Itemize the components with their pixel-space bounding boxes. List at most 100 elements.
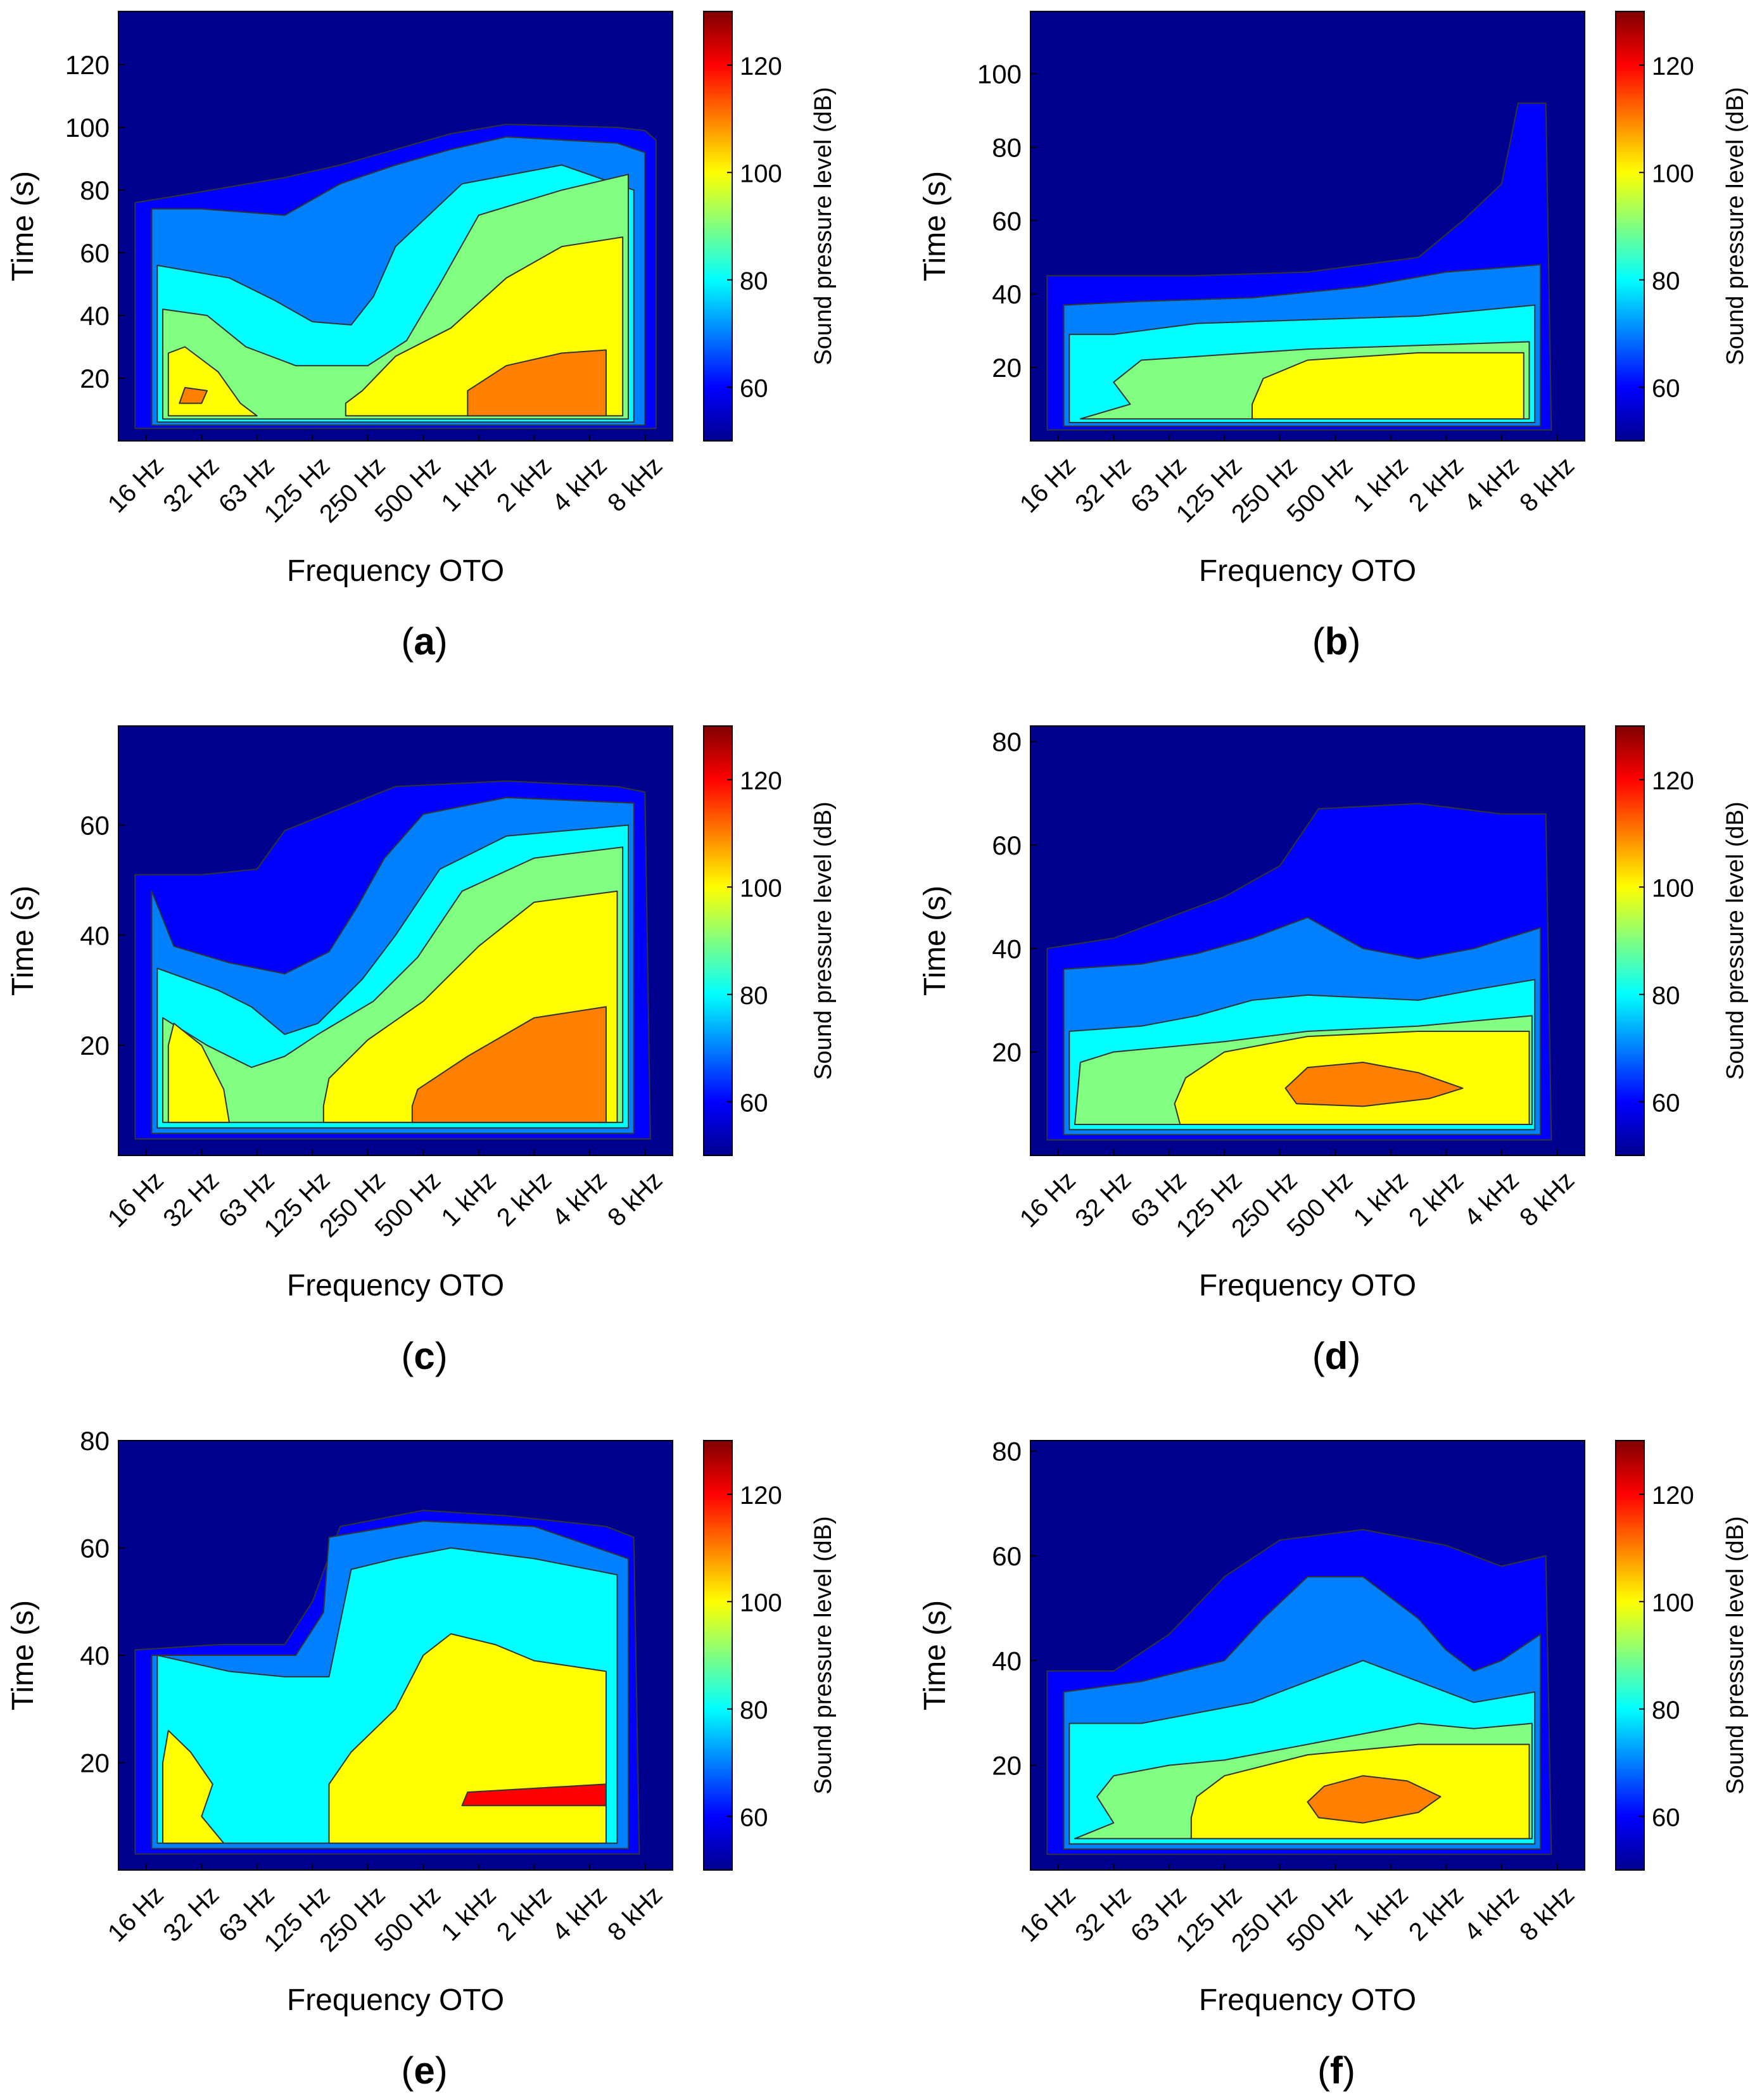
x-tick-label: 16 Hz xyxy=(103,1881,169,1947)
x-tick-label: 4 kHz xyxy=(1459,1881,1524,1946)
x-tick-label: 16 Hz xyxy=(103,452,169,518)
x-tick-label: 4 kHz xyxy=(547,1166,612,1231)
y-tick-label: 40 xyxy=(80,1641,110,1670)
y-tick-label: 20 xyxy=(992,353,1022,383)
x-tick-label: 32 Hz xyxy=(1070,1166,1136,1233)
x-tick-label: 8 kHz xyxy=(602,1881,668,1946)
y-axis-label: Time (s) xyxy=(6,1600,40,1710)
colorbar-tick-label: 120 xyxy=(1652,53,1694,80)
axes-frame xyxy=(1030,725,1585,1156)
colorbar xyxy=(1615,1440,1645,1871)
colorbar-tick-label: 80 xyxy=(740,982,768,1010)
y-tick-label: 60 xyxy=(80,238,110,268)
colorbar-tick-label: 100 xyxy=(740,160,782,188)
x-tick-label: 1 kHz xyxy=(1348,1881,1413,1946)
x-tick-label: 4 kHz xyxy=(1459,452,1524,517)
axes-frame xyxy=(118,725,673,1156)
colorbar-tick-label: 80 xyxy=(1652,982,1680,1010)
x-axis-label: Frequency OTO xyxy=(287,554,504,588)
colorbar-tick-label: 80 xyxy=(740,1696,768,1724)
x-tick-label: 8 kHz xyxy=(602,452,668,517)
y-tick-label: 60 xyxy=(992,830,1022,860)
colorbar-tick-label: 80 xyxy=(740,267,768,295)
panel-label: (c) xyxy=(401,1335,447,1377)
y-tick-label: 40 xyxy=(992,934,1022,964)
y-tick-label: 20 xyxy=(80,1748,110,1778)
y-tick-label: 80 xyxy=(992,1437,1022,1467)
y-axis-label: Time (s) xyxy=(6,171,40,281)
x-axis-label: Frequency OTO xyxy=(1199,554,1416,588)
colorbar-tick-label: 80 xyxy=(1652,1696,1680,1724)
colorbar-label: Sound pressure level (dB) xyxy=(1722,87,1749,365)
x-tick-label: 16 Hz xyxy=(103,1166,169,1233)
y-axis-label: Time (s) xyxy=(918,171,952,281)
axes-frame xyxy=(1030,1440,1585,1871)
y-tick-label: 20 xyxy=(992,1038,1022,1067)
y-tick-label: 60 xyxy=(80,1534,110,1563)
x-tick-label: 1 kHz xyxy=(436,1881,501,1946)
panel-label: (a) xyxy=(401,620,447,663)
colorbar-tick-label: 120 xyxy=(1652,1482,1694,1510)
x-axis-label: Frequency OTO xyxy=(1199,1269,1416,1302)
y-tick-label: 20 xyxy=(80,1031,110,1060)
x-tick-label: 8 kHz xyxy=(1514,1881,1580,1946)
x-tick-label: 2 kHz xyxy=(1404,1166,1469,1231)
y-tick-label: 40 xyxy=(992,1646,1022,1676)
colorbar-tick-label: 120 xyxy=(740,53,782,80)
colorbar xyxy=(703,725,733,1156)
colorbar-tick-label: 100 xyxy=(740,874,782,902)
panel-label: (d) xyxy=(1312,1335,1361,1377)
y-tick-label: 80 xyxy=(992,132,1022,162)
colorbar xyxy=(703,1440,733,1871)
colorbar-tick-label: 120 xyxy=(1652,767,1694,795)
contour-region-5 xyxy=(1284,1062,1464,1107)
colorbar-label: Sound pressure level (dB) xyxy=(1722,801,1749,1079)
y-tick-label: 100 xyxy=(977,60,1022,89)
panel-label: (e) xyxy=(401,2049,447,2092)
contour-region-3 xyxy=(162,1729,225,1844)
x-axis-label: Frequency OTO xyxy=(1199,1983,1416,2017)
contour-region-4 xyxy=(1252,352,1524,420)
colorbar-tick-label: 120 xyxy=(740,767,782,795)
x-tick-label: 8 kHz xyxy=(1514,1166,1580,1231)
y-tick-label: 120 xyxy=(65,50,110,80)
x-tick-label: 2 kHz xyxy=(491,452,557,517)
contour-region-7 xyxy=(179,386,208,404)
colorbar-tick-label: 60 xyxy=(740,374,768,402)
x-tick-label: 32 Hz xyxy=(1070,1881,1136,1947)
colorbar-label: Sound pressure level (dB) xyxy=(810,1516,837,1794)
y-tick-label: 20 xyxy=(80,364,110,393)
y-tick-label: 80 xyxy=(80,175,110,205)
panel-label: (b) xyxy=(1312,620,1361,663)
colorbar-tick-label: 60 xyxy=(740,1804,768,1831)
y-tick-label: 40 xyxy=(80,301,110,331)
colorbar-tick-label: 100 xyxy=(1652,874,1694,902)
x-tick-label: 4 kHz xyxy=(547,1881,612,1946)
x-tick-label: 4 kHz xyxy=(1459,1166,1524,1231)
x-tick-label: 1 kHz xyxy=(1348,1166,1413,1231)
y-tick-label: 60 xyxy=(992,1541,1022,1571)
x-tick-label: 2 kHz xyxy=(491,1881,557,1946)
contour-region-6 xyxy=(411,1006,607,1123)
colorbar xyxy=(703,11,733,442)
colorbar-tick-label: 60 xyxy=(1652,1804,1680,1831)
colorbar xyxy=(1615,11,1645,442)
x-tick-label: 1 kHz xyxy=(1348,452,1413,517)
y-tick-label: 80 xyxy=(992,727,1022,757)
colorbar-tick-label: 120 xyxy=(740,1482,782,1510)
axes-frame xyxy=(1030,11,1585,442)
x-tick-label: 2 kHz xyxy=(1404,1881,1469,1946)
x-tick-label: 16 Hz xyxy=(1015,1881,1081,1947)
colorbar-tick-label: 80 xyxy=(1652,267,1680,295)
colorbar-label: Sound pressure level (dB) xyxy=(810,801,837,1079)
x-tick-label: 32 Hz xyxy=(158,452,224,518)
x-tick-label: 4 kHz xyxy=(547,452,612,517)
colorbar-tick-label: 100 xyxy=(1652,160,1694,188)
x-tick-label: 2 kHz xyxy=(1404,452,1469,517)
x-tick-label: 32 Hz xyxy=(158,1166,224,1233)
colorbar-tick-label: 60 xyxy=(1652,374,1680,402)
